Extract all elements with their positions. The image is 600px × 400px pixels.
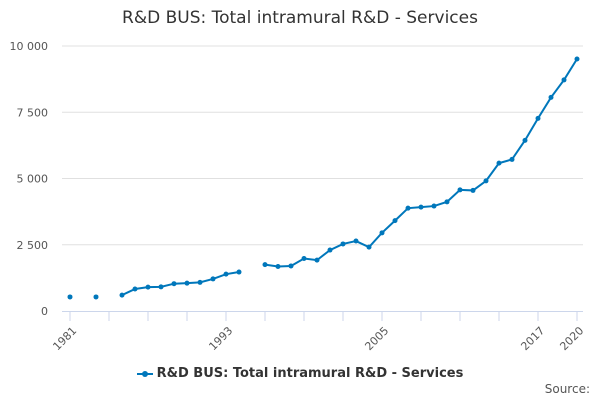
data-point bbox=[158, 284, 164, 290]
data-point bbox=[379, 230, 385, 236]
data-point bbox=[392, 218, 398, 224]
data-point bbox=[457, 187, 463, 193]
y-tick-label: 5 000 bbox=[17, 173, 49, 186]
data-point bbox=[340, 241, 346, 247]
series-line bbox=[264, 58, 578, 268]
data-point bbox=[197, 279, 203, 285]
data-point bbox=[327, 247, 333, 253]
source-label: Source: bbox=[544, 382, 590, 396]
data-point bbox=[535, 115, 541, 121]
data-point bbox=[353, 238, 359, 244]
data-point bbox=[119, 292, 125, 298]
data-point bbox=[262, 262, 268, 268]
data-point bbox=[301, 256, 307, 262]
data-point bbox=[444, 199, 450, 205]
x-tick-label: 1993 bbox=[206, 324, 235, 353]
data-point bbox=[522, 137, 528, 143]
data-point bbox=[496, 160, 502, 166]
data-point bbox=[418, 204, 424, 210]
data-point bbox=[236, 269, 242, 275]
data-point bbox=[470, 187, 476, 193]
x-tick-label: 2017 bbox=[518, 324, 547, 353]
data-point bbox=[275, 263, 281, 269]
data-point bbox=[314, 257, 320, 263]
data-point bbox=[405, 205, 411, 211]
data-point bbox=[366, 244, 372, 250]
data-point bbox=[483, 178, 489, 184]
data-point bbox=[548, 94, 554, 100]
data-point bbox=[67, 294, 73, 300]
legend-label: R&D BUS: Total intramural R&D - Services bbox=[156, 366, 464, 381]
data-point bbox=[145, 284, 151, 290]
data-point bbox=[223, 271, 229, 277]
y-tick-label: 10 000 bbox=[10, 40, 49, 53]
data-point bbox=[561, 77, 567, 83]
legend-swatch bbox=[136, 370, 153, 377]
data-point bbox=[288, 263, 294, 269]
data-point bbox=[574, 56, 580, 62]
data-point bbox=[431, 203, 437, 209]
data-point bbox=[132, 286, 138, 292]
data-point bbox=[93, 294, 99, 300]
y-tick-label: 2 500 bbox=[17, 239, 49, 252]
x-tick-label: 1981 bbox=[50, 324, 79, 353]
data-point bbox=[210, 276, 216, 282]
chart-title: R&D BUS: Total intramural R&D - Services bbox=[122, 8, 478, 28]
x-tick-label: 2020 bbox=[557, 324, 586, 353]
series-line bbox=[121, 271, 240, 297]
data-point bbox=[184, 280, 190, 286]
data-point bbox=[171, 281, 177, 287]
legend-item[interactable]: R&D BUS: Total intramural R&D - Services bbox=[0, 366, 600, 381]
y-tick-label: 0 bbox=[41, 305, 48, 318]
x-tick-label: 2005 bbox=[362, 324, 391, 353]
y-tick-label: 7 500 bbox=[17, 106, 49, 119]
data-point bbox=[509, 156, 515, 162]
